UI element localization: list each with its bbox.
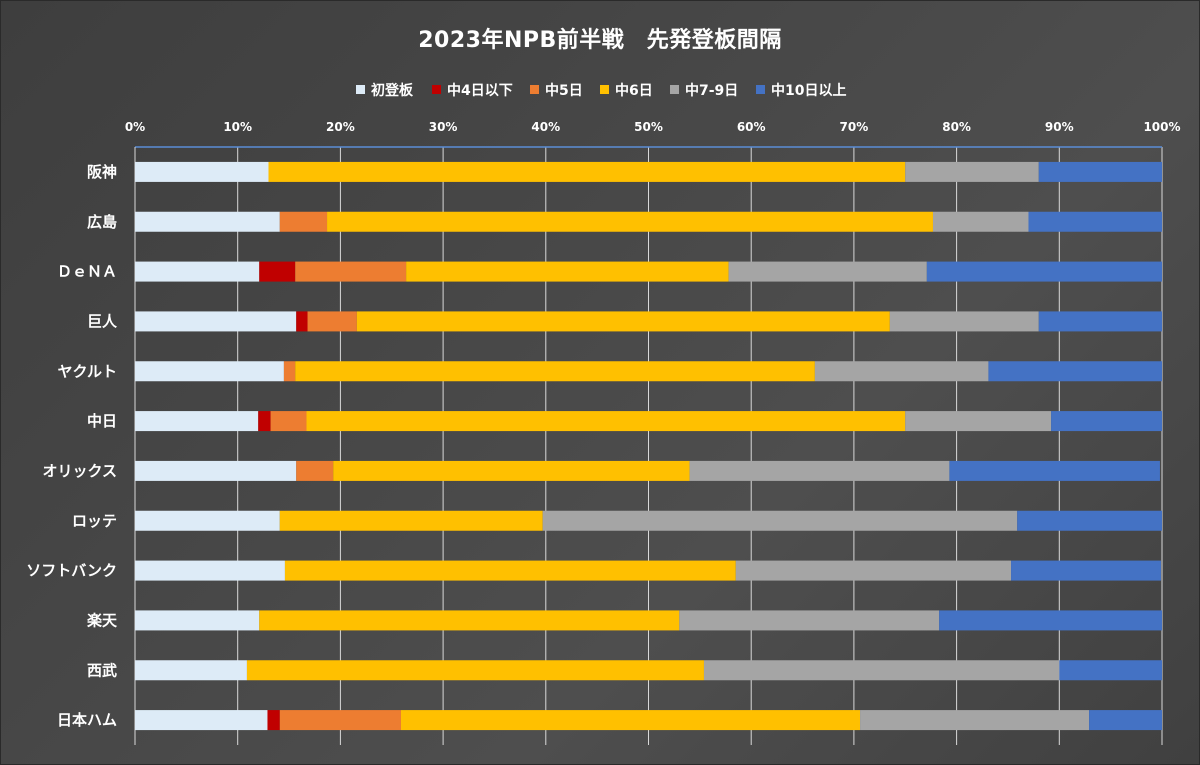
bar-segment [926,261,1162,282]
x-tick-label: 70% [840,120,869,134]
category-label: 広島 [87,213,117,231]
bar-segment [939,610,1162,631]
bar-segment [905,161,1039,182]
bar-segment [1051,411,1162,432]
category-label: ソフトバンク [26,562,117,580]
legend-label: 中10日以上 [771,82,846,99]
bar-segment [246,660,704,681]
x-tick-label: 20% [326,120,355,134]
bar-segment [327,211,933,232]
legend-swatch [432,85,441,94]
bar-segment [306,411,906,432]
bar-segment [135,361,284,382]
legend-swatch [356,85,365,94]
chart-title: 2023年NPB前半戦 先発登板間隔 [418,28,782,53]
bar-segment [135,560,285,581]
bar-segment [949,460,1160,481]
bar-segment [932,211,1029,232]
bar-segment [296,460,334,481]
bar-segment [135,610,260,631]
x-tick-label: 90% [1045,120,1074,134]
x-tick-label: 10% [223,120,252,134]
category-label: 巨人 [87,312,118,330]
bar-segment [542,510,1018,531]
category-label: ＤｅＮＡ [57,263,117,281]
legend-swatch [756,85,765,94]
bar-segment [356,311,890,332]
bar-segment [279,710,401,731]
bar-segment [135,710,268,731]
x-tick-label: 40% [531,120,560,134]
bar-segment [889,311,1039,332]
bar-segment [703,660,1060,681]
legend-label: 初登板 [371,82,414,99]
category-label: 阪神 [87,163,117,181]
bar-segment [1011,560,1161,581]
bar-segment [295,361,815,382]
bar-segment [283,361,296,382]
bar-segment [135,460,297,481]
bar-segment [860,710,1090,731]
bar-segment [307,311,357,332]
category-label: 西武 [87,661,117,679]
legend-swatch [530,85,539,94]
bar-segment [135,261,260,282]
bar-segment [1089,710,1162,731]
bar-segment [135,411,259,432]
bar-segment [284,560,736,581]
bar-segment [295,261,407,282]
bar-segment [1028,211,1162,232]
bar-segment [1038,311,1162,332]
bar-segment [267,710,280,731]
bar-segment [279,211,328,232]
category-label: オリックス [42,462,117,480]
x-tick-label: 60% [737,120,766,134]
bar-segment [1017,510,1162,531]
bar-segment [259,261,296,282]
bar-segment [135,311,297,332]
bar-segment [1059,660,1162,681]
x-tick-label: 80% [942,120,971,134]
legend-label: 中4日以下 [447,82,513,99]
x-tick-label: 100% [1143,120,1180,134]
category-label: ヤクルト [57,362,117,380]
bar-segment [135,660,247,681]
bar-segment [1038,161,1162,182]
bar-segment [259,610,680,631]
category-label: 日本ハム [57,711,117,729]
x-tick-label: 0% [125,120,145,134]
legend-swatch [600,85,609,94]
bar-segment [728,261,927,282]
bar-segment [689,460,950,481]
bar-segment [679,610,940,631]
bar-segment [735,560,1012,581]
bar-segment [135,211,280,232]
legend-label: 中5日 [545,82,583,99]
legend-label: 中6日 [615,82,653,99]
bar-segment [135,161,269,182]
bar-segment [258,411,271,432]
x-tick-label: 50% [634,120,663,134]
bar-segment [268,161,906,182]
bar-segment [905,411,1052,432]
bar-segment [333,460,690,481]
bar-segment [279,510,543,531]
category-label: ロッテ [72,512,117,530]
bar-segment [814,361,989,382]
bar-segment [296,311,308,332]
bar-segment [135,510,280,531]
bar-segment [988,361,1162,382]
legend-swatch [670,85,679,94]
x-tick-label: 30% [429,120,458,134]
bar-segment [406,261,729,282]
category-label: 中日 [87,412,117,430]
bar-segment [400,710,861,731]
category-label: 楽天 [87,611,118,629]
bar-segment [270,411,307,432]
legend-label: 中7-9日 [685,82,738,99]
